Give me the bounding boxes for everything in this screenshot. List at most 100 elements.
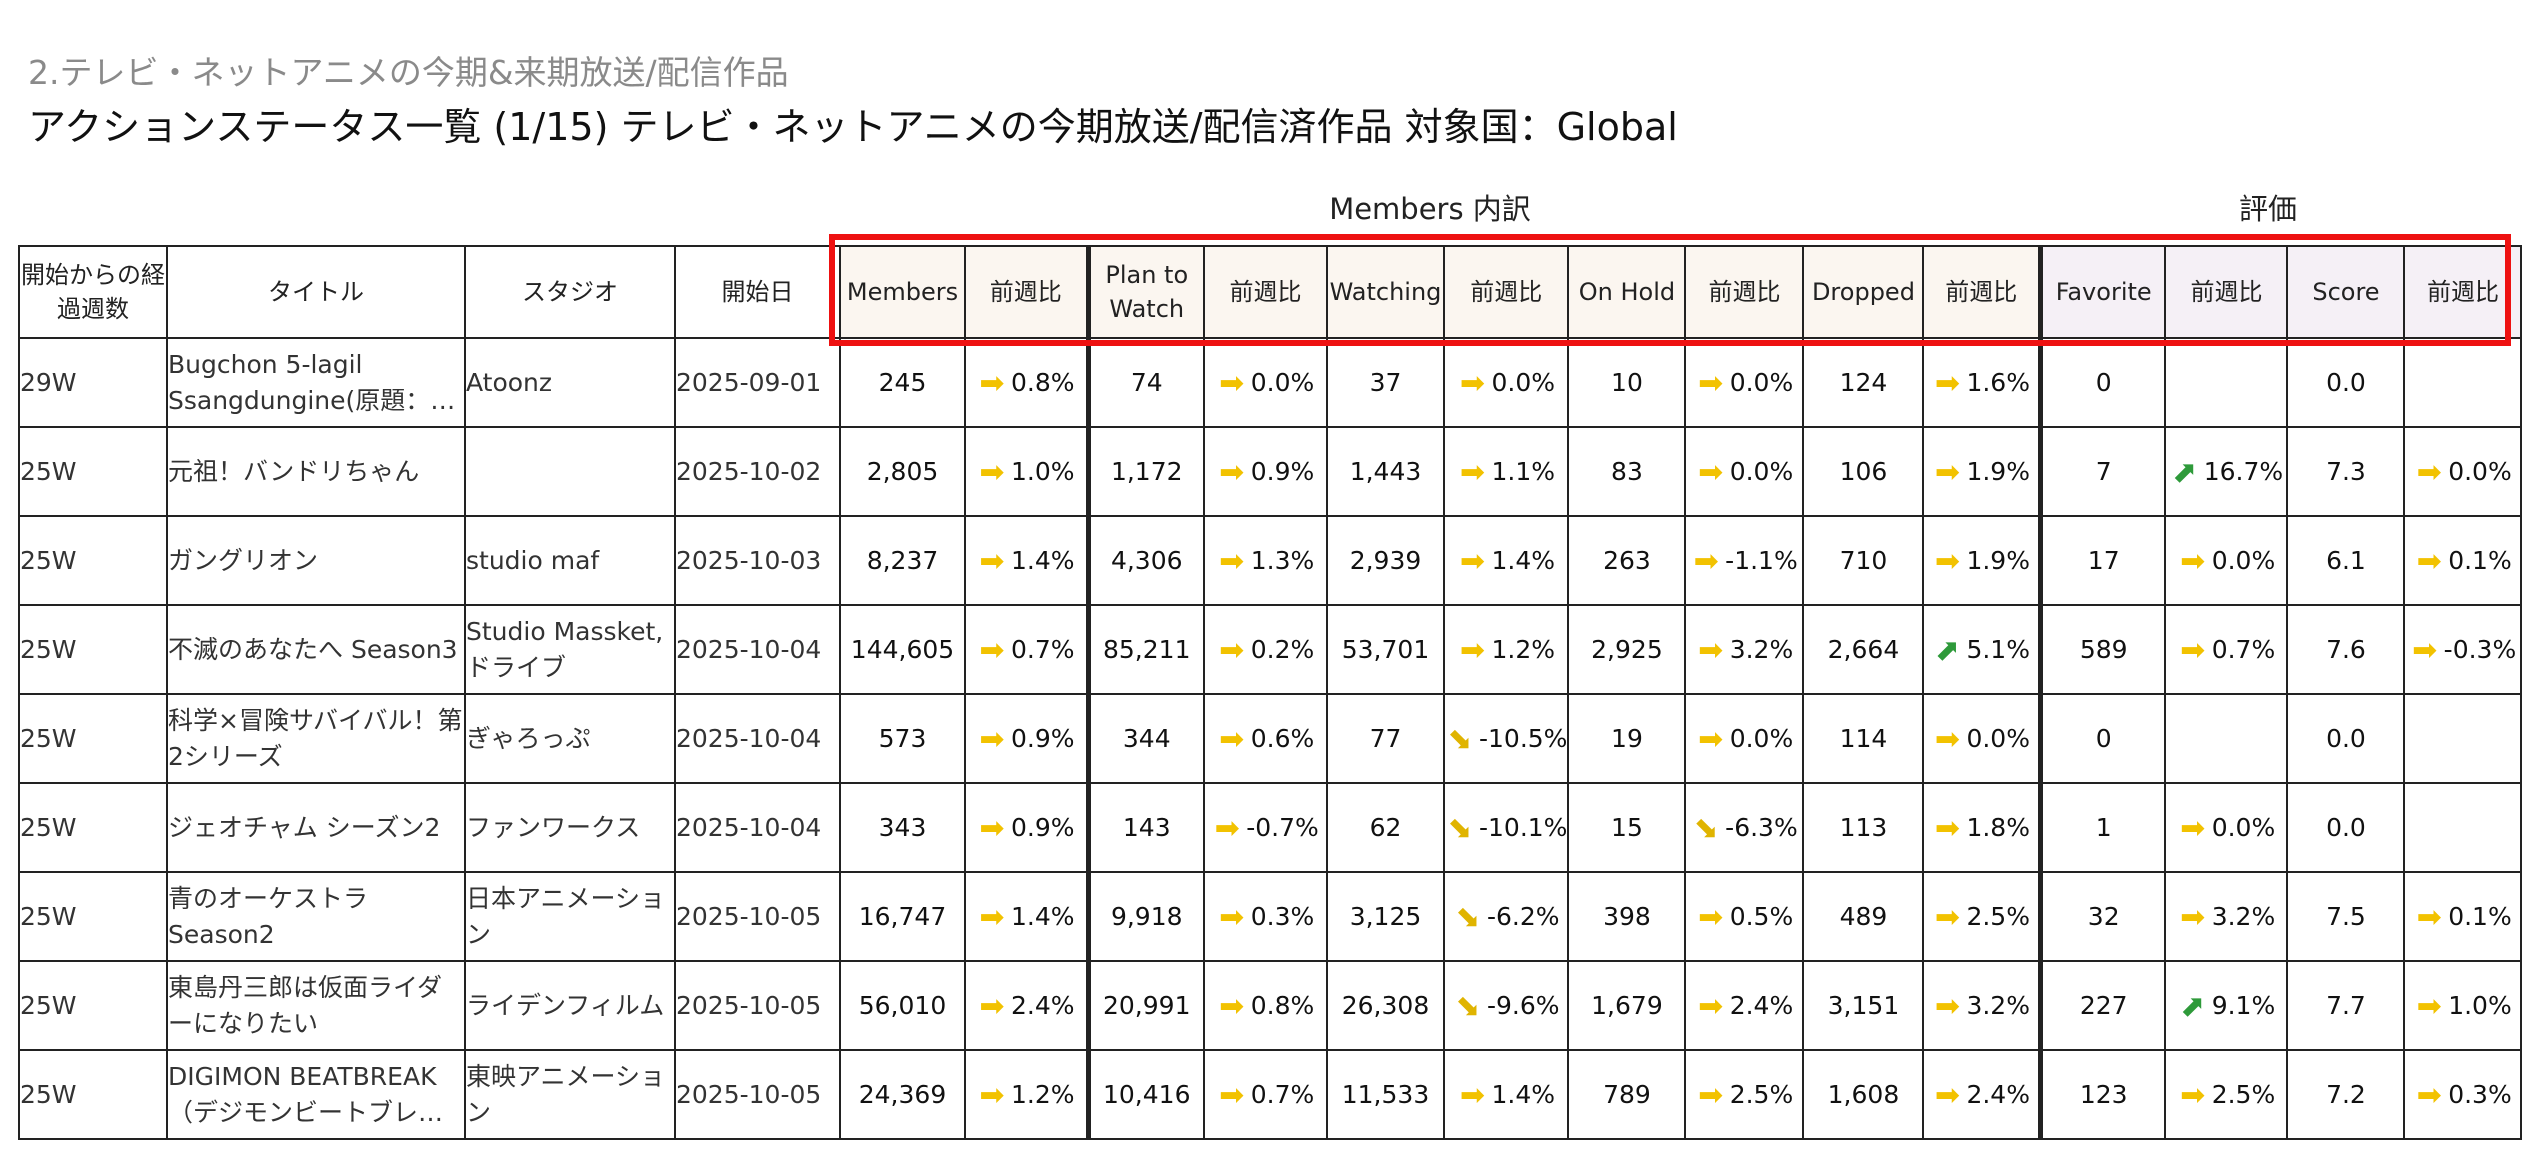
- score-wow-cell: ➡ 0.1%: [2403, 871, 2523, 962]
- wow-value: 1.1%: [1491, 457, 1555, 486]
- header-row: 開始からの経過週数 タイトル スタジオ 開始日 Members 前週比 Plan…: [18, 245, 2523, 339]
- onhold-wow-cell: ➡ 0.5%: [1684, 871, 1805, 962]
- wow-value: 1.2%: [1491, 635, 1555, 664]
- score-wow-cell: [2403, 693, 2523, 784]
- trend-flat-icon: ➡: [2180, 544, 2206, 579]
- watching-cell: 37: [1326, 337, 1445, 428]
- col-watching-wow-header: 前週比: [1442, 245, 1570, 339]
- score-cell: 0.0: [2286, 693, 2406, 784]
- favorite-wow-cell: ➡ 0.7%: [2164, 604, 2289, 695]
- onhold-wow-cell: ➡ 0.0%: [1684, 693, 1805, 784]
- studio-cell-text: Atoonz: [466, 367, 553, 397]
- watching-wow-cell: ➡ 0.0%: [1442, 337, 1570, 428]
- wow-value: 0.9%: [1010, 813, 1075, 842]
- trend-flat-icon: ➡: [2416, 989, 2442, 1024]
- trend-flat-icon: ➡: [1219, 366, 1245, 401]
- members-wow-cell: ➡ 0.9%: [964, 693, 1089, 784]
- plan-cell: 9,918: [1085, 871, 1205, 962]
- wow-value: -0.7%: [1246, 813, 1319, 842]
- wow-value: 3.2%: [1966, 991, 2030, 1020]
- col-plan-wow-header: 前週比: [1203, 245, 1328, 339]
- score-cell: 7.2: [2286, 1049, 2406, 1140]
- title-cell-text: 東島丹三郎は仮面ライダーになりたい: [168, 972, 443, 1038]
- trend-flat-icon: ➡: [1698, 900, 1724, 935]
- wow-value: 3.2%: [1729, 635, 1794, 664]
- weeks-cell: 25W: [18, 693, 168, 784]
- favorite-cell: 17: [2037, 515, 2167, 606]
- trend-flat-icon: ➡: [2180, 811, 2206, 846]
- col-plan-header: Plan to Watch: [1085, 245, 1205, 339]
- studio-cell-text: ファンワークス: [466, 812, 641, 842]
- weeks-cell: 25W: [18, 604, 168, 695]
- weeks-cell: 25W: [18, 1049, 168, 1140]
- members-wow-cell: ➡ 1.4%: [964, 871, 1089, 962]
- trend-down-icon: ⬊: [1693, 811, 1719, 846]
- table-row: 25W 東島丹三郎は仮面ライダーになりたい ライデンフィルム 2025-10-05 56…: [18, 960, 2523, 1051]
- favorite-wow-cell: [2164, 337, 2289, 428]
- onhold-wow-cell: ➡ 0.0%: [1684, 337, 1805, 428]
- wow-value: 0.1%: [2448, 902, 2512, 931]
- section-title: 2.テレビ・ネットアニメの今期&来期放送/配信作品: [28, 53, 789, 92]
- col-title-header: タイトル: [166, 245, 466, 339]
- favorite-cell: 123: [2037, 1049, 2167, 1140]
- wow-value: 0.6%: [1250, 724, 1315, 753]
- onhold-wow-cell: ⬊ -6.3%: [1684, 782, 1805, 873]
- wow-value: -10.5%: [1479, 724, 1568, 753]
- members-cell: 573: [839, 693, 966, 784]
- members-cell: 245: [839, 337, 966, 428]
- title-cell: 科学×冒険サバイバル！第2シリーズ: [166, 693, 466, 784]
- plan-wow-cell: ➡ 0.2%: [1203, 604, 1328, 695]
- score-wow-cell: [2403, 337, 2523, 428]
- trend-down-icon: ⬊: [1455, 989, 1481, 1024]
- col-onhold-header: On Hold: [1567, 245, 1687, 339]
- trend-flat-icon: ➡: [979, 900, 1005, 935]
- trend-flat-icon: ➡: [1934, 811, 1960, 846]
- score-cell: 6.1: [2286, 515, 2406, 606]
- table-row: 25W ガングリオン studio maf 2025-10-03 8,237 ➡ 1.4% 4…: [18, 515, 2523, 606]
- wow-value: 0.0%: [2211, 813, 2276, 842]
- studio-cell: ぎゃろっぷ: [464, 693, 676, 784]
- trend-flat-icon: ➡: [1219, 989, 1245, 1024]
- watching-wow-cell: ⬊ -10.5%: [1442, 693, 1570, 784]
- wow-value: 0.7%: [1250, 1080, 1315, 1109]
- trend-flat-icon: ➡: [979, 633, 1005, 668]
- watching-cell: 53,701: [1326, 604, 1445, 695]
- favorite-wow-cell: ➡ 0.0%: [2164, 515, 2289, 606]
- wow-value: 16.7%: [2203, 457, 2284, 486]
- wow-value: 1.8%: [1966, 813, 2030, 842]
- col-watching-header: Watching: [1326, 245, 1445, 339]
- trend-up-icon: ⬈: [2180, 989, 2206, 1024]
- title-cell-text: 不滅のあなたへ Season3: [168, 634, 458, 664]
- wow-value: -6.3%: [1725, 813, 1798, 842]
- members-cell: 2,805: [839, 426, 966, 517]
- onhold-wow-cell: ➡ 2.4%: [1684, 960, 1805, 1051]
- trend-up-icon: ⬈: [1934, 633, 1960, 668]
- wow-value: 2.4%: [1729, 991, 1794, 1020]
- members-wow-cell: ➡ 1.0%: [964, 426, 1089, 517]
- trend-flat-icon: ➡: [1698, 989, 1724, 1024]
- trend-flat-icon: ➡: [2416, 455, 2442, 490]
- studio-cell-text: ライデンフィルム: [466, 990, 665, 1020]
- favorite-wow-cell: ➡ 2.5%: [2164, 1049, 2289, 1140]
- wow-value: 1.9%: [1966, 457, 2030, 486]
- dropped-cell: 489: [1802, 871, 1925, 962]
- wow-value: 1.6%: [1966, 368, 2030, 397]
- title-cell: 青のオーケストラ Season2: [166, 871, 466, 962]
- wow-value: 5.1%: [1966, 635, 2030, 664]
- page-title: アクションステータス一覧 (1/15) テレビ・ネットアニメの今期放送/配信済作…: [28, 105, 1678, 149]
- trend-flat-icon: ➡: [2180, 900, 2206, 935]
- trend-flat-icon: ➡: [1698, 1078, 1724, 1113]
- studio-cell-text: 東映アニメーション: [466, 1061, 666, 1127]
- studio-cell-text: studio maf: [466, 545, 600, 575]
- watching-wow-cell: ⬊ -10.1%: [1442, 782, 1570, 873]
- favorite-cell: 589: [2037, 604, 2167, 695]
- members-cell: 16,747: [839, 871, 966, 962]
- plan-wow-cell: ➡ 0.8%: [1203, 960, 1328, 1051]
- trend-flat-icon: ➡: [1459, 544, 1486, 579]
- wow-value: -10.1%: [1479, 813, 1568, 842]
- plan-wow-cell: ➡ -0.7%: [1203, 782, 1328, 873]
- trend-flat-icon: ➡: [1698, 633, 1724, 668]
- studio-cell-text: ぎゃろっぷ: [466, 723, 591, 753]
- watching-cell: 77: [1326, 693, 1445, 784]
- trend-flat-icon: ➡: [1934, 544, 1960, 579]
